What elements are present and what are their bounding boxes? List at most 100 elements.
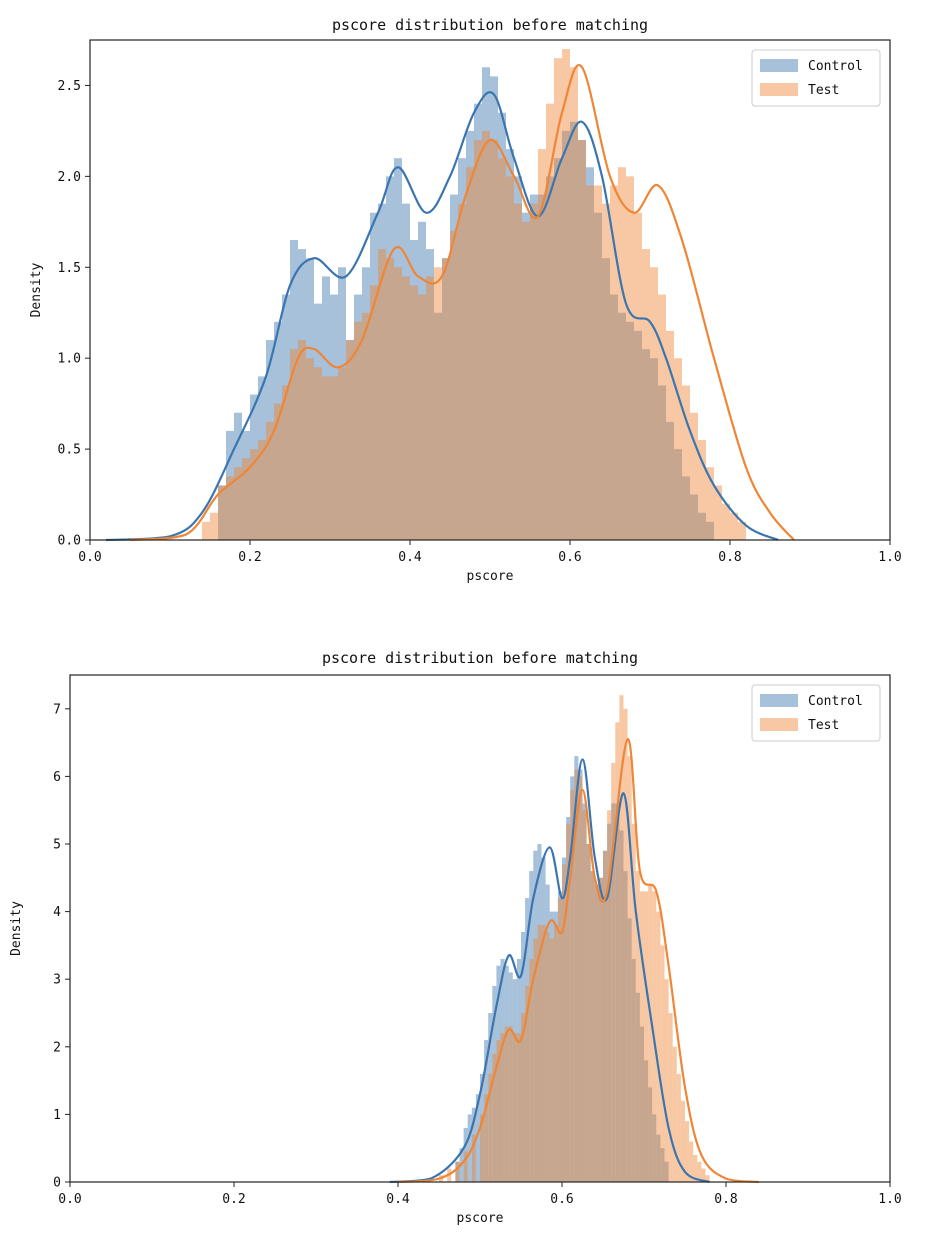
hist-bar-control xyxy=(619,830,624,1182)
legend-swatch-control xyxy=(760,59,798,72)
hist-bar-control xyxy=(610,294,618,540)
hist-bar-test xyxy=(676,1073,681,1182)
hist-bar-test xyxy=(607,810,612,1182)
hist-bar-control xyxy=(549,911,554,1182)
y-tick-label: 2 xyxy=(53,1040,61,1055)
hist-bar-control xyxy=(298,249,306,540)
hist-bar-test xyxy=(516,1033,521,1182)
legend-swatch-control xyxy=(760,694,798,707)
hist-bar-test xyxy=(690,412,698,540)
hist-bar-test xyxy=(626,176,634,540)
legend-label-test: Test xyxy=(808,718,839,733)
hist-bar-test xyxy=(418,294,426,540)
hist-bar-control xyxy=(484,1040,489,1182)
hist-bar-control xyxy=(322,276,330,540)
hist-bar-test xyxy=(714,485,722,540)
hist-bar-control xyxy=(529,871,534,1182)
hist-bar-test xyxy=(488,1073,493,1182)
hist-bar-control xyxy=(434,312,442,540)
hist-bar-test xyxy=(730,512,738,540)
hist-bar-control xyxy=(242,430,250,540)
hist-bar-control xyxy=(578,140,586,540)
hist-bar-test xyxy=(635,871,640,1182)
hist-bar-test xyxy=(322,376,330,540)
hist-bar-control xyxy=(674,449,682,540)
hist-bar-control xyxy=(378,203,386,541)
hist-bar-control xyxy=(362,267,370,540)
hist-bar-test xyxy=(570,67,578,540)
hist-bar-control xyxy=(660,1148,665,1182)
hist-bar-control xyxy=(538,194,546,540)
y-tick-label: 0.0 xyxy=(58,534,81,549)
hist-bar-test xyxy=(598,877,603,1182)
hist-bar-control xyxy=(426,249,434,540)
hist-bar-control xyxy=(574,756,579,1182)
hist-bar-control xyxy=(537,844,542,1182)
hist-bar-control xyxy=(314,303,322,540)
chart-panel-2: 0.0 0.2 0.4 0.6 0.8 1.0 0 1 2 3 4 5 6 7 pscore distrib… xyxy=(9,649,902,1226)
y-tick-label: 7 xyxy=(53,702,61,717)
hist-bar-test xyxy=(522,221,530,540)
hist-bar-test xyxy=(529,958,534,1182)
legend: Control Test xyxy=(751,684,881,742)
hist-bar-control xyxy=(521,931,526,1182)
hist-bar-control xyxy=(492,985,497,1182)
hist-bar-test xyxy=(490,140,498,540)
hist-bar-control xyxy=(218,485,226,540)
hist-bar-test xyxy=(434,267,442,540)
hist-bar-test xyxy=(492,1053,497,1182)
hist-bar-test xyxy=(574,769,579,1182)
hist-bar-test xyxy=(590,871,595,1182)
hist-bar-control xyxy=(570,121,578,541)
hist-bar-test xyxy=(250,449,258,540)
hist-bar-test xyxy=(463,1151,468,1182)
x-tick-label: 0.0 xyxy=(58,1192,81,1207)
hist-bar-test xyxy=(458,203,466,541)
hist-bar-test xyxy=(682,385,690,540)
hist-bar-control xyxy=(627,918,632,1182)
hist-bar-control xyxy=(626,321,634,540)
hist-bar-control xyxy=(554,158,562,540)
hist-bar-test xyxy=(623,708,628,1182)
x-tick-label: 0.4 xyxy=(398,550,422,565)
hist-bar-control xyxy=(496,965,501,1182)
hist-bar-control xyxy=(530,194,538,540)
hist-bar-test xyxy=(394,267,402,540)
hist-bar-test xyxy=(506,176,514,540)
hist-bar-test xyxy=(525,985,530,1182)
x-tick-label: 0.2 xyxy=(222,1192,245,1207)
hist-bar-test xyxy=(698,440,706,540)
hist-bar-control xyxy=(566,816,571,1182)
hist-bar-test xyxy=(639,891,644,1182)
hist-bar-control xyxy=(480,1073,485,1182)
hist-bar-test xyxy=(549,938,554,1182)
x-tick-label: 0.4 xyxy=(386,1192,410,1207)
hist-bar-control xyxy=(634,330,642,540)
hist-bar-test xyxy=(538,149,546,540)
hist-bar-test xyxy=(586,185,594,541)
hist-bar-control xyxy=(508,972,513,1182)
hist-bar-test xyxy=(554,58,562,540)
hist-bar-control xyxy=(450,194,458,540)
y-tick-label: 0 xyxy=(53,1176,61,1191)
hist-bar-test xyxy=(642,249,650,540)
hist-bar-test xyxy=(521,1013,526,1182)
x-tick-label: 0.6 xyxy=(558,550,581,565)
hist-bar-control xyxy=(533,850,538,1182)
hist-bar-control xyxy=(458,158,466,540)
hist-bar-test xyxy=(566,823,571,1182)
hist-bar-test xyxy=(650,267,658,540)
hist-bar-test xyxy=(706,467,714,540)
hist-bar-control xyxy=(698,512,706,540)
x-axis-label: pscore xyxy=(457,1211,504,1226)
hist-bar-control xyxy=(562,857,567,1182)
hist-bar-test xyxy=(330,376,338,540)
y-tick-label: 1 xyxy=(53,1108,61,1123)
hist-bar-control xyxy=(474,103,482,541)
hist-bar-test xyxy=(218,485,226,540)
hist-bar-control xyxy=(639,1026,644,1182)
hist-bar-test xyxy=(610,185,618,541)
hist-bar-control xyxy=(611,803,616,1182)
hist-bar-control xyxy=(516,958,521,1182)
y-tick-label: 6 xyxy=(53,770,61,785)
